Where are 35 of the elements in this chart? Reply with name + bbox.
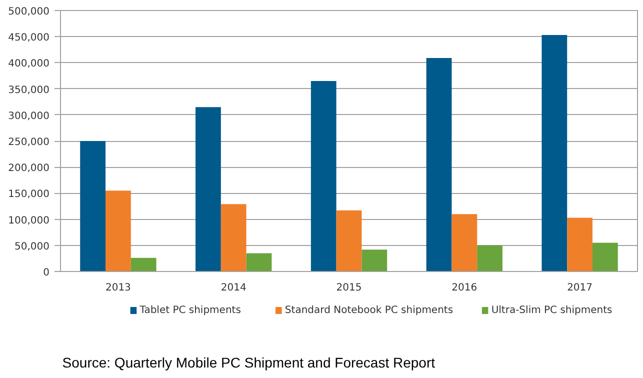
bar [426,58,452,272]
legend-label: Tablet PC shipments [138,305,241,316]
y-tick-label: 50,000 [14,241,50,252]
bar [196,107,221,272]
source-note: Source: Quarterly Mobile PC Shipment and Forecast Report [62,354,436,370]
bar [130,258,156,272]
bar [592,242,618,272]
legend-label: Standard Notebook PC shipments [284,305,454,316]
bar [362,250,388,272]
y-tick-label: 500,000 [8,6,50,18]
bar [542,35,568,272]
bar [80,141,106,272]
x-tick-label: 2016 [452,282,478,294]
y-tick-label: 450,000 [8,32,50,44]
y-tick-label: 250,000 [8,137,50,148]
bar [452,214,478,272]
y-tick-label: 300,000 [8,110,50,122]
bar [106,190,131,272]
x-tick-label: 2013 [105,282,131,294]
y-tick-label: 350,000 [8,84,50,96]
bar [220,204,246,272]
y-tick-label: 150,000 [8,189,50,200]
bar [310,80,336,272]
bar [336,210,362,272]
bar [246,253,272,272]
x-tick-label: 2015 [336,282,362,294]
bar [567,218,592,272]
y-tick-label: 100,000 [8,215,50,226]
x-tick-label: 2014 [220,282,246,294]
y-tick-label: 200,000 [8,163,50,174]
bar [477,245,502,272]
y-tick-label: 0 [43,268,50,278]
x-tick-label: 2017 [567,282,593,294]
legend-label: Ultra-Slim PC shipments [491,305,612,316]
y-tick-label: 400,000 [8,58,50,70]
